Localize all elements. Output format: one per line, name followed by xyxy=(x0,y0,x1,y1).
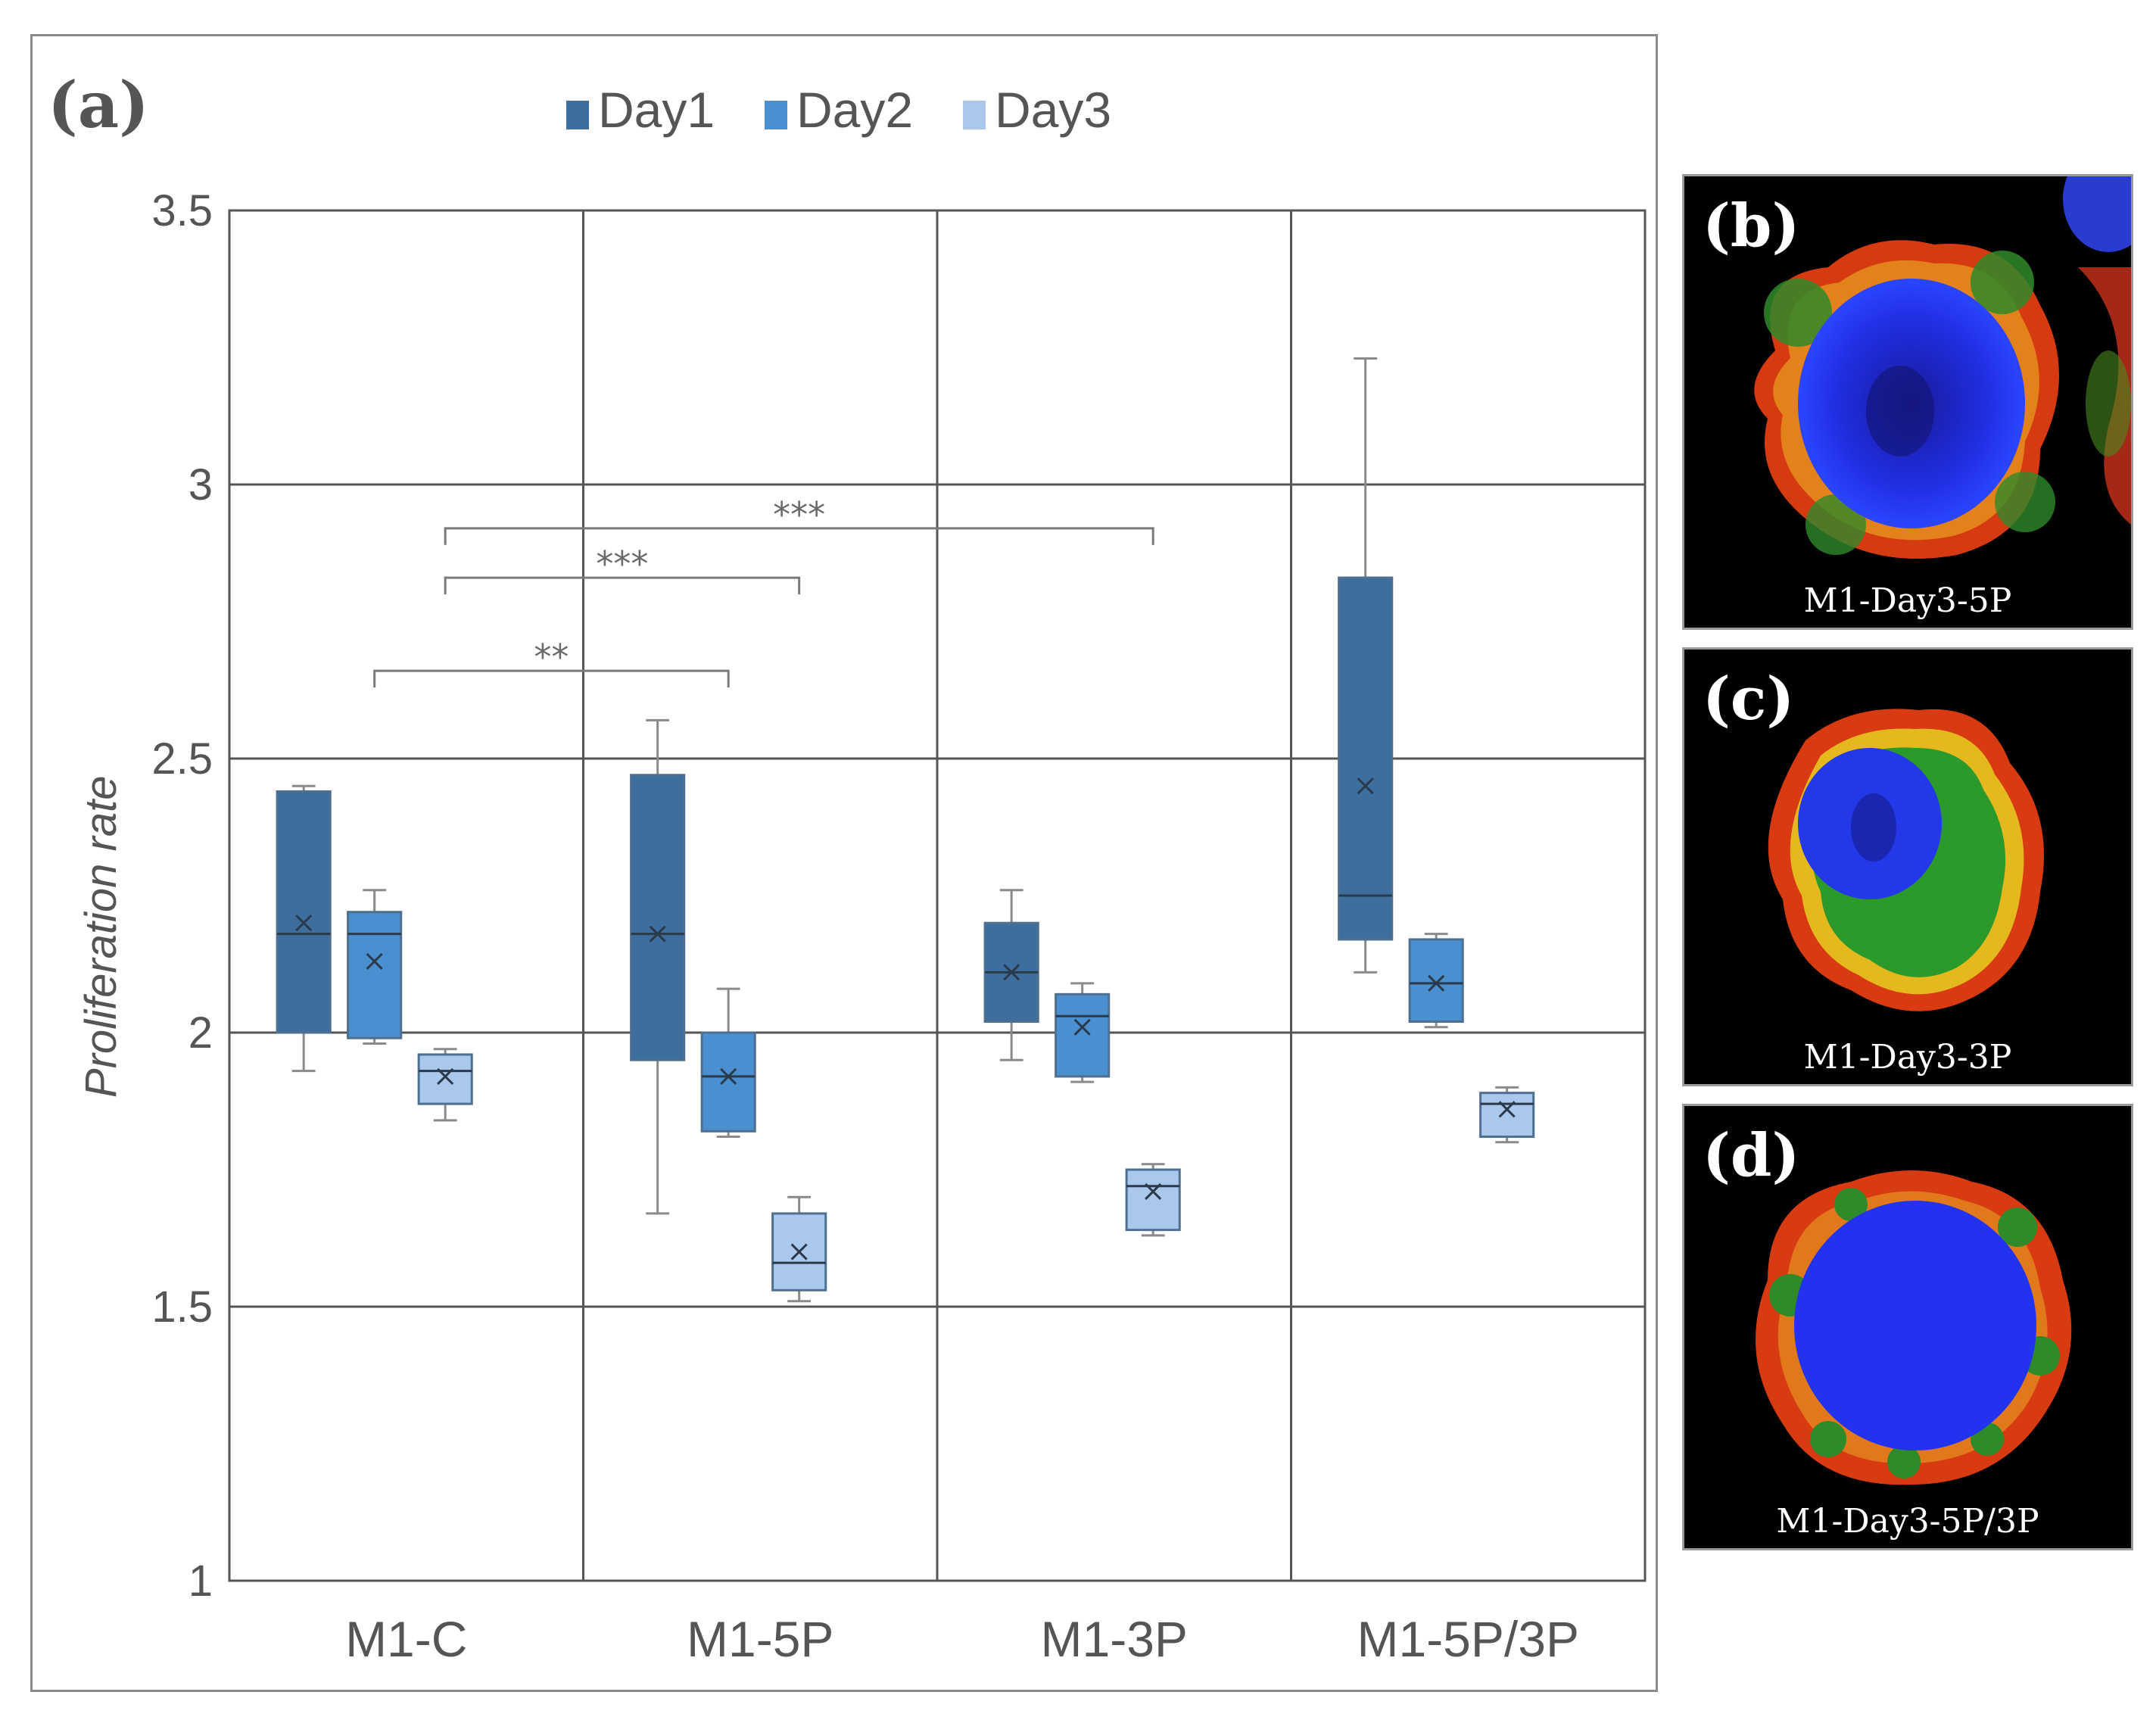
significance-bracket: *** xyxy=(444,544,801,595)
box-day2-0 xyxy=(347,889,403,1045)
y-tick-label: 2 xyxy=(188,1008,213,1058)
legend-swatch-day2 xyxy=(765,101,787,129)
box-day2-2 xyxy=(1055,982,1111,1083)
y-tick-label: 3.5 xyxy=(151,186,213,235)
significance-label: *** xyxy=(596,544,648,584)
legend-label-day2: Day2 xyxy=(796,82,913,138)
mean-marker xyxy=(366,952,383,970)
mean-marker xyxy=(1073,1018,1091,1036)
micrograph-b: (b) M1-Day3-5P xyxy=(1682,174,2133,630)
panel-tag-c: (c) xyxy=(1703,665,1795,734)
caption-c: M1-Day3-3P xyxy=(1803,1038,2012,1077)
mean-marker xyxy=(720,1067,737,1085)
mean-marker xyxy=(295,915,313,932)
y-tick-label: 2.5 xyxy=(151,734,213,784)
x-category-label: M1-5P xyxy=(687,1611,833,1667)
legend-swatch-day3 xyxy=(963,101,986,129)
y-tick-label: 1 xyxy=(188,1556,213,1606)
panel-tag-d: (d) xyxy=(1703,1121,1800,1190)
box-day3-0 xyxy=(417,1048,473,1122)
x-category-label: M1-C xyxy=(345,1611,467,1667)
y-axis-label: Proliferation rate xyxy=(76,776,126,1098)
panel-tag-b: (b) xyxy=(1703,192,1800,260)
box-day3-3 xyxy=(1479,1086,1535,1144)
iqr-box xyxy=(417,1053,473,1105)
iqr-box xyxy=(347,911,403,1039)
iqr-box xyxy=(1055,992,1111,1078)
box-day1-1 xyxy=(630,718,686,1215)
chart-panel: ** *** *** 1 1.5 2 2.5 3 3.5 M1-C M1-5P M1-3P M1-5P… xyxy=(30,34,1658,1692)
y-tick-label: 1.5 xyxy=(151,1282,213,1332)
cell-image-b xyxy=(1754,176,2131,559)
box-day2-1 xyxy=(700,987,756,1139)
significance-label: ** xyxy=(534,637,569,678)
box-day1-0 xyxy=(276,784,332,1073)
box-day3-2 xyxy=(1125,1163,1181,1237)
legend-label-day1: Day1 xyxy=(598,82,715,138)
bracket-line xyxy=(444,527,1154,545)
iqr-box xyxy=(1408,938,1464,1024)
cell-image-d xyxy=(1756,1170,2072,1485)
iqr-box xyxy=(1338,576,1394,941)
caption-d: M1-Day3-5P/3P xyxy=(1776,1502,2039,1541)
x-category-label: M1-5P/3P xyxy=(1357,1611,1579,1667)
panel-label-a: (a) xyxy=(48,67,149,142)
micrograph-c: (c) M1-Day3-3P xyxy=(1682,647,2133,1086)
box-day1-2 xyxy=(983,889,1039,1061)
legend-swatch-day1 xyxy=(566,101,589,129)
legend-label-day3: Day3 xyxy=(995,82,1111,138)
mean-marker xyxy=(1357,777,1374,795)
iqr-box xyxy=(1479,1092,1535,1139)
cell-image-c xyxy=(1768,709,2044,1011)
box-day1-3 xyxy=(1338,357,1394,974)
significance-bracket: ** xyxy=(373,637,730,688)
mean-marker xyxy=(649,925,666,943)
y-tick-label: 3 xyxy=(188,460,213,509)
caption-b: M1-Day3-5P xyxy=(1803,581,2012,620)
mean-marker xyxy=(790,1243,808,1260)
mean-marker xyxy=(437,1067,454,1085)
x-category-label: M1-3P xyxy=(1041,1611,1188,1667)
bracket-line xyxy=(373,669,730,688)
mean-marker xyxy=(1003,964,1020,981)
box-day3-1 xyxy=(771,1195,827,1303)
mean-marker xyxy=(1498,1101,1516,1118)
micrograph-d: (d) M1-Day3-5P/3P xyxy=(1682,1104,2133,1550)
iqr-box xyxy=(630,774,686,1061)
mean-marker xyxy=(1145,1182,1162,1201)
iqr-box xyxy=(700,1031,756,1133)
significance-label: *** xyxy=(773,494,825,535)
box-plot-chart: ******** 11.522.533.5M1-C M1-5P M1-3P M1-5P… xyxy=(48,67,1647,1667)
iqr-box xyxy=(1125,1168,1181,1232)
significance-bracket: *** xyxy=(444,494,1154,545)
iqr-box xyxy=(276,790,332,1034)
bracket-line xyxy=(444,576,801,595)
box-day2-3 xyxy=(1408,933,1464,1029)
mean-marker xyxy=(1428,974,1445,992)
